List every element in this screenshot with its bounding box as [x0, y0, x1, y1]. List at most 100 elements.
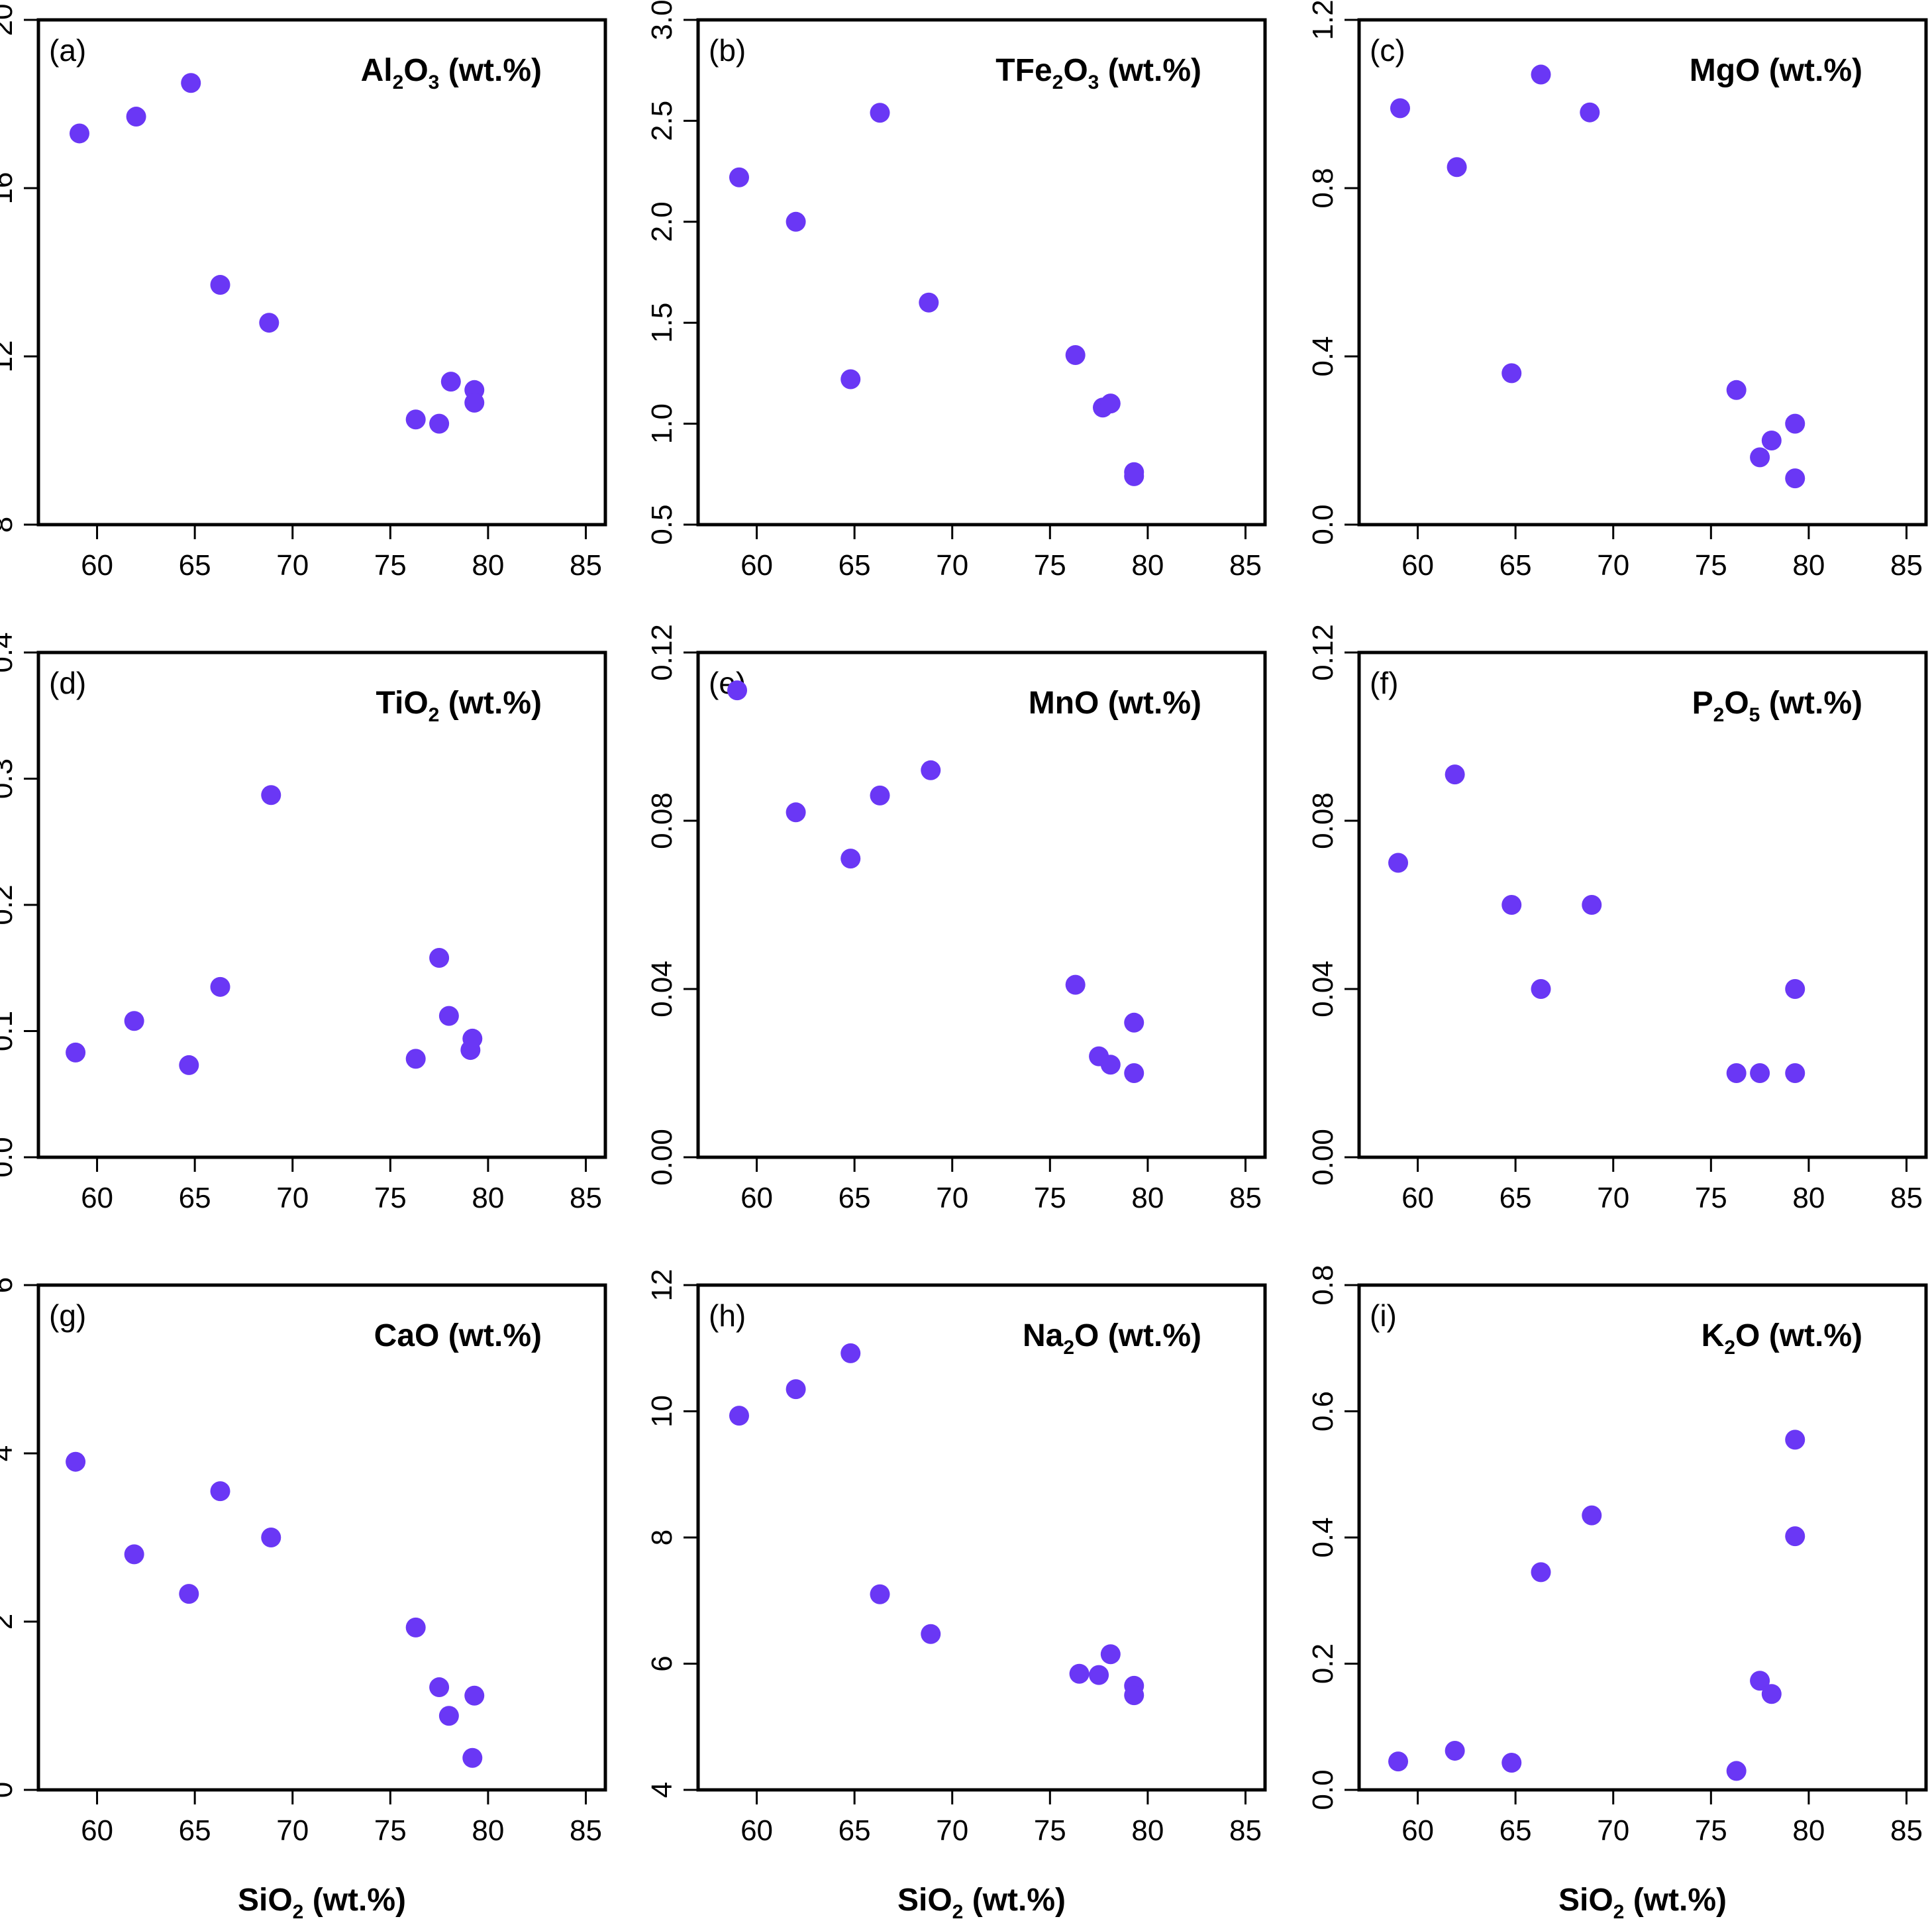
x-axis-label: SiO2 (wt.%) [238, 1883, 406, 1923]
data-point [1089, 1665, 1109, 1685]
data-point [179, 1055, 199, 1075]
x-tick-label: 70 [1597, 549, 1629, 582]
x-tick-label: 70 [936, 549, 968, 582]
x-tick-label: 60 [81, 1814, 113, 1847]
x-tick-label: 70 [1597, 1182, 1629, 1214]
y-tick-label: 16 [0, 172, 19, 205]
x-tick-label: 70 [276, 1814, 309, 1847]
y-tick-label: 0.4 [0, 632, 19, 672]
y-tick-label: 0.08 [646, 792, 678, 849]
x-tick-label: 75 [1034, 549, 1066, 582]
data-point [1785, 1526, 1805, 1547]
plot-frame [36, 1283, 607, 1792]
y-tick-label: 12 [646, 1269, 678, 1302]
data-point [786, 1379, 806, 1400]
plot-frame [1357, 650, 1928, 1159]
data-point [840, 369, 861, 390]
x-tick-label: 80 [1131, 549, 1164, 582]
data-point [1124, 1685, 1144, 1706]
data-point [1726, 1063, 1747, 1083]
data-point [1582, 1505, 1602, 1526]
y-tick-label: 8 [646, 1530, 678, 1545]
panel-title: TiO2 (wt.%) [376, 686, 542, 726]
x-tick-label: 80 [472, 549, 504, 582]
title-tail: (wt.%) [1760, 1318, 1862, 1353]
y-tick-label: 0 [0, 1782, 19, 1798]
x-tick-label: 80 [1131, 1182, 1164, 1214]
data-point [1124, 1012, 1144, 1033]
y-tick-label: 0.0 [1307, 1769, 1339, 1810]
data-point [1761, 1684, 1782, 1704]
data-point [405, 1049, 426, 1069]
x-tick-label: 75 [374, 1814, 407, 1847]
xlabel-tail: (wt.%) [963, 1883, 1066, 1918]
data-point [1445, 764, 1465, 785]
x-tick-label: 65 [839, 1814, 871, 1847]
x-tick-label: 65 [179, 549, 211, 582]
x-tick-label: 75 [1034, 1182, 1066, 1214]
title-mid: O [1724, 686, 1749, 721]
y-tick-label: 3.0 [646, 0, 678, 40]
data-point [462, 1747, 483, 1768]
y-tick-label: 0.12 [646, 624, 678, 681]
xlabel-subscript: 2 [952, 1901, 964, 1923]
y-tick-label: 0.1 [0, 1011, 19, 1051]
x-tick-label: 80 [1792, 549, 1825, 582]
y-tick-label: 20 [0, 4, 19, 36]
y-tick-label: 12 [0, 340, 19, 373]
data-point [727, 680, 748, 701]
data-point [1785, 1063, 1805, 1083]
title-main: TiO [376, 686, 429, 721]
title-subscript: 2 [429, 704, 440, 726]
x-tick-label: 75 [1695, 1814, 1727, 1847]
x-tick-label: 75 [374, 1182, 407, 1214]
data-point [1785, 1430, 1805, 1450]
y-tick-label: 0.12 [1307, 624, 1339, 681]
panel-g: 6065707580850246(g)CaO (wt.%)SiO2 (wt.%) [0, 1277, 607, 1923]
x-tick-label: 85 [570, 549, 602, 582]
data-point [210, 1481, 230, 1502]
data-point [919, 292, 939, 313]
y-tick-label: 0.8 [1307, 1265, 1339, 1305]
x-axis-label: SiO2 (wt.%) [897, 1883, 1066, 1923]
data-point [786, 802, 806, 823]
y-tick-label: 0.08 [1307, 792, 1339, 849]
data-point [405, 409, 426, 430]
title-subscript: 5 [1749, 704, 1760, 726]
y-tick-label: 0.00 [1307, 1129, 1339, 1186]
panel-title: MnO (wt.%) [1029, 686, 1201, 721]
title-tail: (wt.%) [1099, 686, 1201, 721]
title-subscript: 2 [1052, 72, 1064, 93]
x-tick-label: 60 [81, 549, 113, 582]
data-point [210, 275, 230, 295]
data-point [1501, 895, 1522, 915]
data-point [261, 1528, 281, 1547]
title-subscript: 2 [393, 72, 404, 93]
y-tick-label: 1.0 [646, 403, 678, 444]
x-tick-label: 85 [570, 1814, 602, 1847]
panel-i: 60 65 70 75 80 850.00.20.40.60.8(i)K2O (wt.%)… [1307, 1265, 1928, 1923]
x-tick-label: 80 [472, 1182, 504, 1214]
x-tick-label: 70 [936, 1182, 968, 1214]
title-tail: (wt.%) [1099, 1318, 1201, 1353]
data-point [840, 849, 861, 869]
data-point [1124, 466, 1144, 486]
x-tick-label: 75 [1695, 1182, 1727, 1214]
title-tail: (wt.%) [439, 1318, 542, 1353]
data-point [179, 1584, 199, 1604]
data-point [464, 392, 485, 413]
data-point [261, 785, 281, 806]
data-point [210, 976, 230, 997]
x-tick-label: 85 [1890, 1814, 1923, 1847]
data-point [1750, 447, 1770, 468]
x-tick-label: 75 [1695, 549, 1727, 582]
title-tail: (wt.%) [1760, 53, 1862, 88]
data-point [1582, 895, 1602, 915]
data-point [405, 1617, 426, 1638]
x-tick-label: 80 [1792, 1814, 1825, 1847]
y-tick-label: 0.3 [0, 758, 19, 799]
title-main: MnO [1029, 686, 1099, 721]
title-tail: (wt.%) [1760, 686, 1862, 721]
